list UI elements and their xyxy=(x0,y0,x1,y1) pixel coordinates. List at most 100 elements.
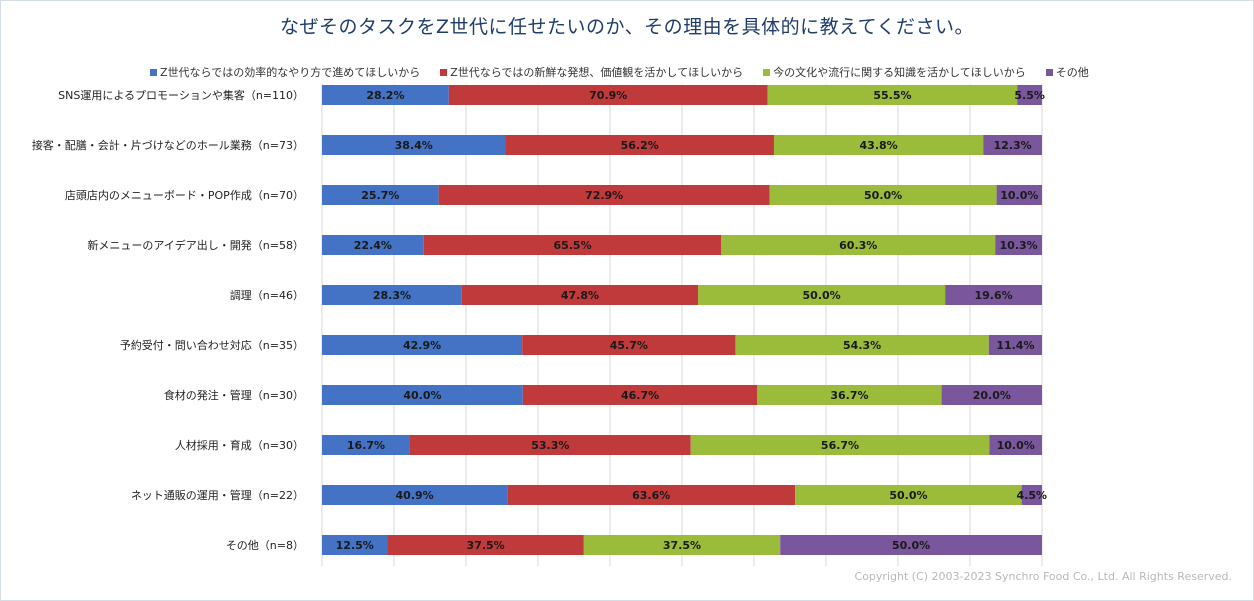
bar-segment xyxy=(698,285,946,305)
category-label: 調理（n=46） xyxy=(230,288,304,302)
data-label: 60.3% xyxy=(839,239,877,252)
data-label: 54.3% xyxy=(843,339,881,352)
bar-segment xyxy=(767,85,1018,105)
bar-segment xyxy=(795,485,1022,505)
bar-segment xyxy=(322,385,523,405)
data-label: 70.9% xyxy=(589,89,627,102)
legend-label: Z世代ならではの効率的なやり方で進めてほしいから xyxy=(160,66,421,79)
chart-legend: Z世代ならではの効率的なやり方で進めてほしいから Z世代ならではの新鮮な発想、価値… xyxy=(150,63,1109,81)
data-label: 43.8% xyxy=(860,139,898,152)
bar-segment xyxy=(505,135,774,155)
data-label: 36.7% xyxy=(830,389,868,402)
data-label: 72.9% xyxy=(585,189,623,202)
bar-segment xyxy=(507,485,796,505)
data-label: 16.7% xyxy=(347,439,385,452)
data-label: 19.6% xyxy=(974,289,1012,302)
legend-label: 今の文化や流行に関する知識を活かしてほしいから xyxy=(773,66,1026,79)
data-label: 10.0% xyxy=(1000,189,1038,202)
data-label: 47.8% xyxy=(561,289,599,302)
data-label: 63.6% xyxy=(632,489,670,502)
data-label: 40.0% xyxy=(403,389,441,402)
bar-segment xyxy=(322,185,439,205)
legend-item: Z世代ならではの効率的なやり方で進めてほしいから xyxy=(150,64,420,80)
data-label: 37.5% xyxy=(467,539,505,552)
data-label: 22.4% xyxy=(354,239,392,252)
bar-segment xyxy=(1021,485,1042,505)
category-label: 店頭店内のメニューボード・POP作成（n=70） xyxy=(65,188,304,202)
bar-segment xyxy=(448,85,768,105)
copyright-notice: Copyright (C) 2003-2023 Synchro Food Co.… xyxy=(854,570,1232,583)
data-label: 11.4% xyxy=(996,339,1034,352)
data-label: 12.3% xyxy=(994,139,1032,152)
bar-segment xyxy=(995,235,1042,255)
bar-segment xyxy=(690,435,990,455)
data-label: 56.2% xyxy=(621,139,659,152)
bar-segment xyxy=(322,85,449,105)
data-label: 46.7% xyxy=(621,389,659,402)
bar-segment xyxy=(996,185,1042,205)
legend-swatch xyxy=(440,68,448,76)
bar-segment xyxy=(721,235,996,255)
bar-segment xyxy=(989,435,1042,455)
category-label: 新メニューのアイデア出し・開発（n=58） xyxy=(87,238,304,252)
data-label: 42.9% xyxy=(403,339,441,352)
legend-item: Z世代ならではの新鮮な発想、価値観を活かしてほしいから xyxy=(440,64,743,80)
bar-segment xyxy=(322,485,508,505)
bar-segment xyxy=(735,335,989,355)
data-label: 4.5% xyxy=(1017,489,1048,502)
bar-segment xyxy=(522,335,736,355)
bar-segment xyxy=(322,535,388,555)
data-label: 37.5% xyxy=(663,539,701,552)
legend-swatch xyxy=(1045,68,1053,76)
bar-segment xyxy=(983,135,1042,155)
bar-segment xyxy=(322,285,462,305)
bar-segment xyxy=(773,135,984,155)
bar-segment xyxy=(322,335,523,355)
data-label: 45.7% xyxy=(610,339,648,352)
data-label: 25.7% xyxy=(361,189,399,202)
data-label: 50.0% xyxy=(864,189,902,202)
data-label: 40.9% xyxy=(396,489,434,502)
data-label: 10.3% xyxy=(1000,239,1038,252)
bar-segment xyxy=(780,535,1042,555)
data-label: 12.5% xyxy=(336,539,374,552)
data-label: 50.0% xyxy=(889,489,927,502)
bar-segment xyxy=(941,385,1042,405)
bar-segment xyxy=(387,535,584,555)
bar-segment xyxy=(757,385,942,405)
chart-title: なぜそのタスクをZ世代に任せたいのか、その理由を具体的に教えてください。 xyxy=(279,16,975,38)
bar-segment xyxy=(322,435,410,455)
legend-swatch xyxy=(763,68,771,76)
category-label: その他（n=8） xyxy=(226,539,304,552)
data-label: 53.3% xyxy=(531,439,569,452)
legend-label: Z世代ならではの新鮮な発想、価値観を活かしてほしいから xyxy=(450,66,744,79)
data-label: 55.5% xyxy=(873,89,911,102)
legend-item: その他 xyxy=(1045,64,1089,80)
data-label: 38.4% xyxy=(395,139,433,152)
bar-segment xyxy=(409,435,691,455)
data-label: 20.0% xyxy=(973,389,1011,402)
data-label: 5.5% xyxy=(1014,89,1045,102)
bar-segment xyxy=(322,135,506,155)
bar-segment xyxy=(438,185,770,205)
bar-segment xyxy=(1017,85,1042,105)
data-label: 28.3% xyxy=(373,289,411,302)
data-label: 56.7% xyxy=(821,439,859,452)
data-label: 28.2% xyxy=(366,89,404,102)
category-label: ネット通販の運用・管理（n=22） xyxy=(131,488,304,502)
data-label: 50.0% xyxy=(803,289,841,302)
data-label: 50.0% xyxy=(892,539,930,552)
data-label: 65.5% xyxy=(553,239,591,252)
bar-segment xyxy=(461,285,699,305)
category-label: 予約受付・問い合わせ対応（n=35） xyxy=(120,338,304,352)
bar-segment xyxy=(769,185,997,205)
bar-segment xyxy=(522,385,758,405)
category-label: 接客・配膳・会計・片づけなどのホール業務（n=73） xyxy=(32,138,304,152)
bar-segment xyxy=(945,285,1042,305)
bar-segment xyxy=(583,535,781,555)
category-label: SNS運用によるプロモーションや集客（n=110） xyxy=(58,88,304,102)
legend-swatch xyxy=(150,68,157,76)
category-label: 食材の発注・管理（n=30） xyxy=(164,388,304,402)
bar-segment xyxy=(423,235,722,255)
